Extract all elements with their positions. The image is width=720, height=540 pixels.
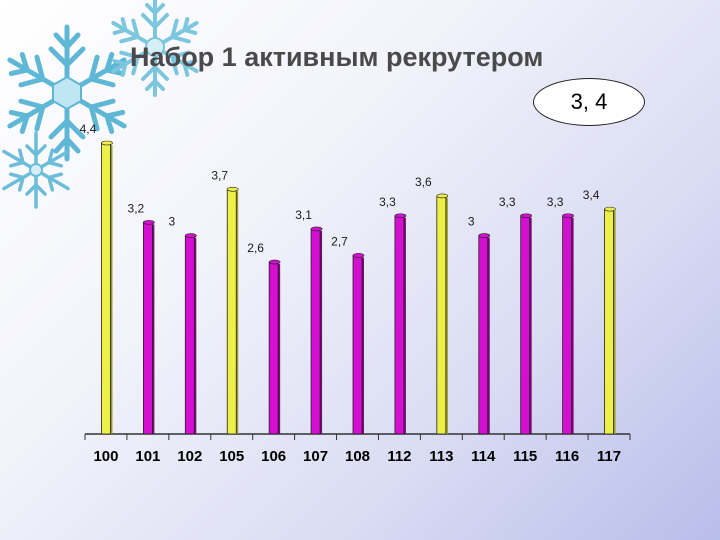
bar-106: [268, 261, 279, 435]
bar-side: [613, 211, 616, 434]
value-label: 4,4: [80, 122, 97, 136]
x-tick-label: 113: [429, 448, 453, 465]
bar-105: [226, 188, 237, 435]
x-tick-label: 100: [93, 448, 118, 465]
bar-100: [101, 142, 111, 435]
value-label: 3,3: [379, 195, 396, 209]
bar-112: [394, 215, 405, 435]
x-tick-label: 116: [555, 448, 579, 465]
value-label: 3,2: [128, 201, 145, 215]
x-tick-label: 106: [261, 448, 286, 465]
bar-cap: [310, 226, 323, 232]
bar-side: [152, 224, 155, 434]
x-tick-label: 105: [219, 448, 244, 465]
bar-cap: [352, 253, 365, 258]
bar-117: [604, 208, 614, 435]
average-badge: 3, 4: [533, 78, 645, 126]
x-tick-label: 102: [177, 448, 202, 465]
bar-115: [520, 215, 531, 435]
x-tick-label: 108: [345, 448, 370, 465]
value-label: 3: [468, 215, 475, 229]
x-tick-label: 117: [597, 448, 621, 465]
x-tick-label: 107: [303, 448, 328, 465]
bar-cap: [268, 259, 281, 265]
snowflake-large-icon: [7, 24, 127, 162]
value-label: 3: [168, 215, 175, 229]
bar-cap: [520, 213, 532, 219]
bar-side: [445, 197, 448, 434]
value-label: 3,4: [583, 188, 600, 202]
bar-cap: [226, 186, 239, 192]
bar-side: [529, 217, 532, 434]
snowflake-top-icon: [111, 0, 199, 97]
value-label: 3,7: [211, 168, 228, 182]
bar-cap: [185, 233, 197, 238]
bar-114: [478, 235, 489, 435]
bar-108: [352, 255, 363, 435]
x-tick-label: 115: [513, 448, 537, 465]
bar-cap: [143, 220, 155, 225]
bar-side: [236, 191, 239, 434]
bar-side: [278, 264, 281, 434]
bar-cap: [101, 140, 113, 146]
bar-side: [571, 217, 574, 434]
bar-cap: [478, 233, 491, 238]
bar-cap: [394, 213, 407, 219]
bar-102: [184, 235, 195, 435]
bar-side: [487, 237, 490, 434]
value-label: 3,3: [499, 195, 516, 209]
x-tick-label: 114: [471, 448, 496, 465]
value-label: 3,3: [547, 195, 564, 209]
bar-113: [436, 195, 447, 435]
bar-116: [562, 215, 573, 435]
snowflake-small-icon: [2, 131, 70, 209]
bar-side: [194, 237, 197, 434]
bar-cap: [436, 193, 449, 199]
value-label: 3,6: [415, 175, 432, 189]
bar-107: [310, 228, 321, 435]
x-tick-label: 101: [135, 448, 160, 465]
bar-side: [362, 257, 364, 434]
x-tick-label: 112: [387, 448, 411, 465]
slide-title: Набор 1 активным рекрутером: [130, 42, 544, 72]
bar-cap: [604, 206, 616, 212]
bar-side: [320, 230, 323, 434]
bar-cap: [562, 213, 574, 219]
value-label: 3,1: [295, 208, 312, 222]
bar-side: [110, 145, 113, 434]
value-label: 2,6: [247, 241, 264, 255]
value-label: 2,7: [331, 234, 348, 248]
bar-101: [142, 221, 153, 435]
bar-side: [403, 217, 406, 434]
